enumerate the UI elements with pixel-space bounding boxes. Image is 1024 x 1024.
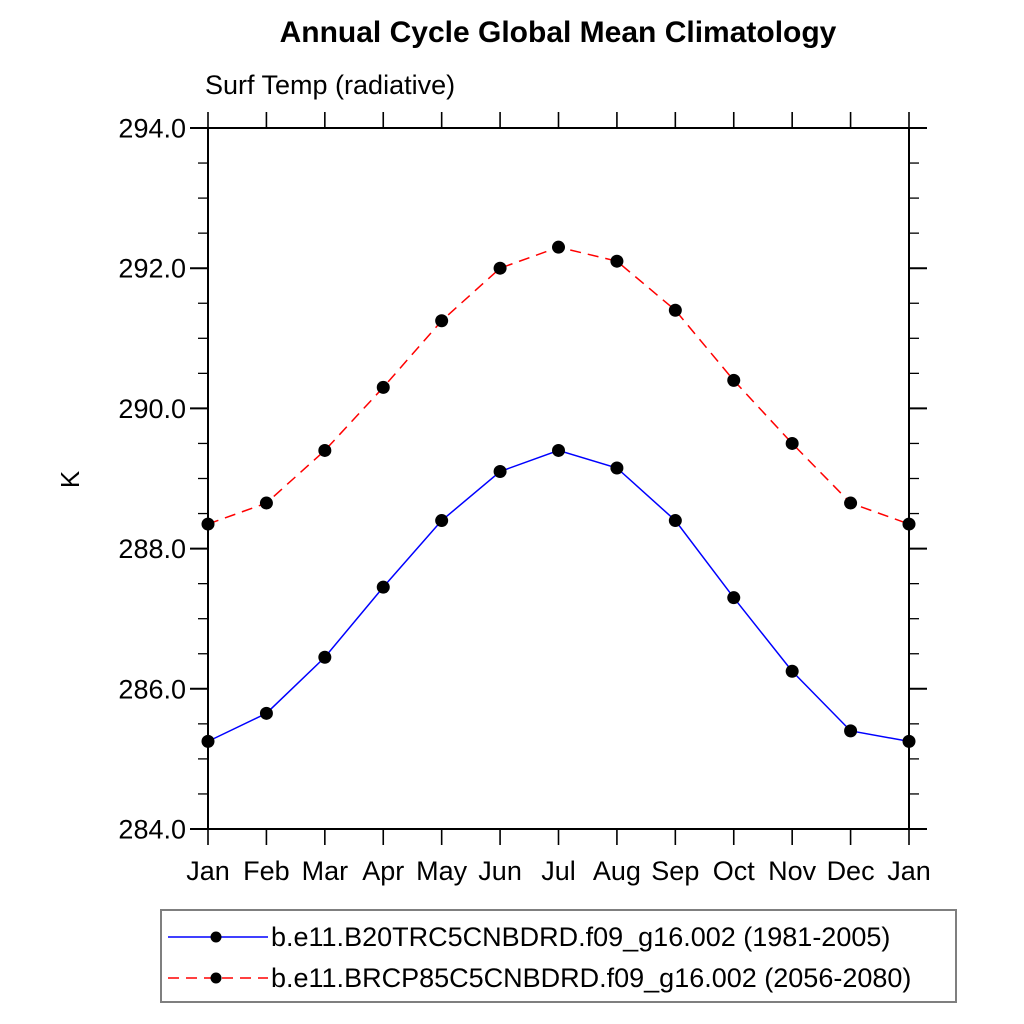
data-point-marker — [376, 580, 390, 594]
legend-line-sample — [168, 931, 268, 943]
x-tick-label: Jun — [478, 856, 522, 886]
data-point-marker — [668, 303, 682, 317]
x-tick-label: Sep — [651, 856, 699, 886]
x-tick-label: Feb — [243, 856, 290, 886]
y-tick-label: 286.0 — [118, 674, 186, 704]
y-tick-label: 292.0 — [118, 254, 186, 284]
legend-item: b.e11.B20TRC5CNBDRD.f09_g16.002 (1981-20… — [168, 922, 890, 952]
legend-item: b.e11.BRCP85C5CNBDRD.f09_g16.002 (2056-2… — [168, 963, 911, 993]
chart-title: Annual Cycle Global Mean Climatology — [279, 16, 837, 49]
x-tick-label: Nov — [768, 856, 817, 886]
data-point-marker — [727, 591, 741, 605]
data-point-marker — [259, 496, 273, 510]
x-tick-label: Oct — [713, 856, 756, 886]
y-tick-label: 288.0 — [118, 534, 186, 564]
data-point-marker — [902, 734, 916, 748]
legend-series-label: b.e11.B20TRC5CNBDRD.f09_g16.002 (1981-20… — [271, 921, 891, 952]
legend: b.e11.B20TRC5CNBDRD.f09_g16.002 (1981-20… — [160, 909, 957, 1003]
data-point-marker — [552, 240, 565, 254]
data-point-marker — [435, 514, 449, 528]
chart-subtitle: Surf Temp (radiative) — [205, 70, 456, 100]
data-point-marker — [610, 254, 624, 268]
data-point-marker — [259, 706, 273, 720]
data-point-marker — [318, 443, 332, 457]
legend-marker-dot-icon — [210, 972, 222, 984]
x-tick-label: Apr — [362, 856, 404, 886]
x-tick-label: Dec — [827, 856, 875, 886]
data-point-marker — [785, 664, 799, 678]
data-point-marker — [493, 261, 507, 275]
data-point-marker — [668, 514, 682, 528]
data-point-marker — [318, 650, 332, 664]
data-point-marker — [201, 734, 215, 748]
data-point-marker — [785, 436, 799, 450]
data-point-marker — [493, 464, 507, 478]
data-point-marker — [844, 496, 858, 510]
data-point-marker — [435, 314, 449, 328]
x-tick-label: Jul — [541, 856, 576, 886]
data-point-marker — [844, 724, 858, 738]
legend-marker-dot-icon — [210, 931, 222, 943]
data-point-marker — [902, 517, 916, 531]
data-point-marker — [610, 461, 624, 475]
x-tick-label: Aug — [593, 856, 641, 886]
plot-box — [207, 127, 910, 830]
legend-series-label: b.e11.BRCP85C5CNBDRD.f09_g16.002 (2056-2… — [271, 962, 912, 993]
data-point-marker — [727, 373, 741, 387]
legend-line-sample — [168, 972, 268, 984]
x-tick-label: Jan — [186, 856, 230, 886]
x-tick-label: Jan — [887, 856, 931, 886]
data-point-marker — [552, 443, 565, 457]
y-tick-label: 284.0 — [118, 815, 186, 845]
series-line — [207, 449, 910, 743]
data-point-marker — [376, 380, 390, 394]
y-tick-label: 294.0 — [118, 114, 186, 144]
x-tick-label: May — [416, 856, 468, 886]
data-point-marker — [201, 517, 215, 531]
y-tick-label: 290.0 — [118, 394, 186, 424]
x-tick-label: Mar — [302, 856, 349, 886]
series-line — [207, 246, 910, 525]
